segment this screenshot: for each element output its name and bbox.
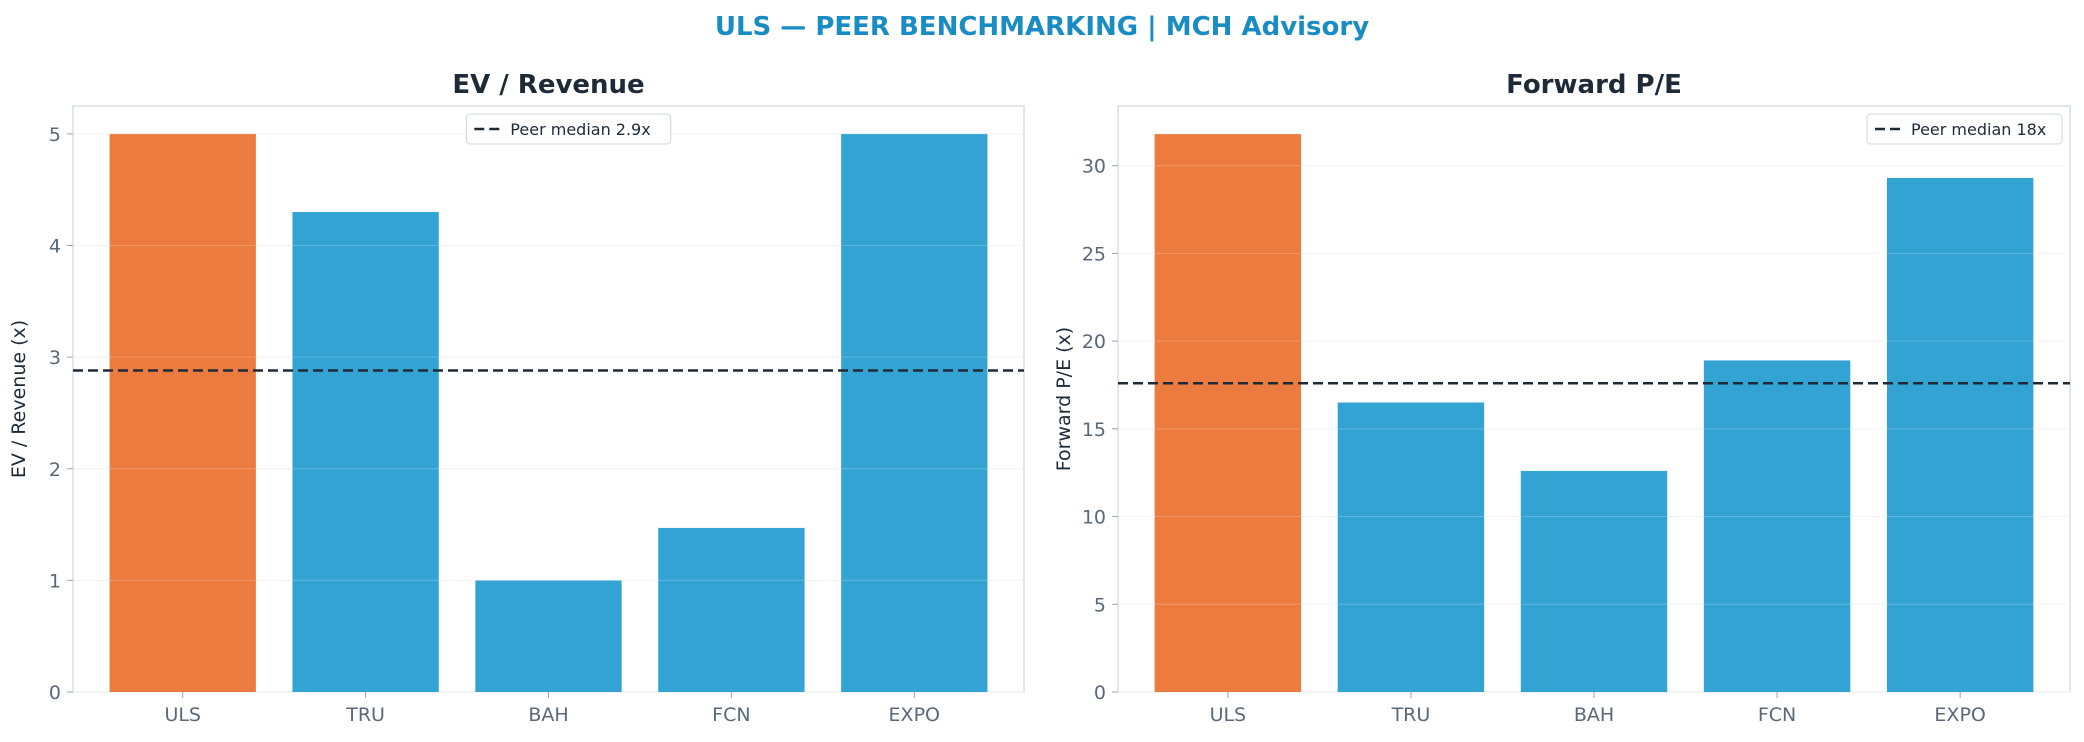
y-tick-label: 3 xyxy=(49,347,61,369)
x-tick-label: BAH xyxy=(1574,704,1614,726)
legend-label: Peer median 18x xyxy=(1911,120,2046,139)
bar-fcn xyxy=(658,527,805,692)
legend xyxy=(1866,113,2063,145)
x-tick-label: BAH xyxy=(528,704,568,726)
bar-expo xyxy=(1886,177,2034,692)
bar-expo xyxy=(841,133,988,692)
y-axis-label: Forward P/E (x) xyxy=(1053,327,1075,471)
bar-tru xyxy=(1337,402,1485,692)
y-tick-label: 4 xyxy=(49,236,61,258)
bar-bah xyxy=(475,580,622,692)
y-tick-label: 10 xyxy=(1082,507,1106,529)
y-tick-label: 25 xyxy=(1082,243,1106,265)
y-tick-label: 15 xyxy=(1082,419,1106,441)
bar-bah xyxy=(1520,470,1668,692)
bar-uls xyxy=(1154,134,1302,693)
y-tick-label: 0 xyxy=(1094,682,1106,704)
y-tick-label: 5 xyxy=(49,124,61,146)
legend xyxy=(465,113,672,145)
x-tick-label: ULS xyxy=(1210,704,1247,726)
panel-title: Forward P/E xyxy=(1506,70,1682,100)
y-tick-label: 1 xyxy=(49,570,61,592)
x-tick-label: FCN xyxy=(1758,704,1796,726)
panel-title: EV / Revenue xyxy=(452,70,644,100)
y-tick-label: 2 xyxy=(49,459,61,481)
y-tick-label: 0 xyxy=(49,682,61,704)
x-tick-label: EXPO xyxy=(1934,704,1985,726)
bar-tru xyxy=(292,212,439,693)
bar-fcn xyxy=(1703,360,1851,692)
x-tick-label: TRU xyxy=(1391,704,1431,726)
y-axis-label: EV / Revenue (x) xyxy=(8,320,30,478)
figure-title: ULS — PEER BENCHMARKING | MCH Advisory xyxy=(715,12,1369,42)
y-tick-label: 30 xyxy=(1082,156,1106,178)
x-tick-label: EXPO xyxy=(889,704,940,726)
x-tick-label: TRU xyxy=(345,704,385,726)
y-tick-label: 20 xyxy=(1082,331,1106,353)
bar-uls xyxy=(109,133,256,692)
x-tick-label: FCN xyxy=(712,704,750,726)
y-tick-label: 5 xyxy=(1094,594,1106,616)
x-tick-label: ULS xyxy=(164,704,201,726)
legend-label: Peer median 2.9x xyxy=(510,120,650,139)
